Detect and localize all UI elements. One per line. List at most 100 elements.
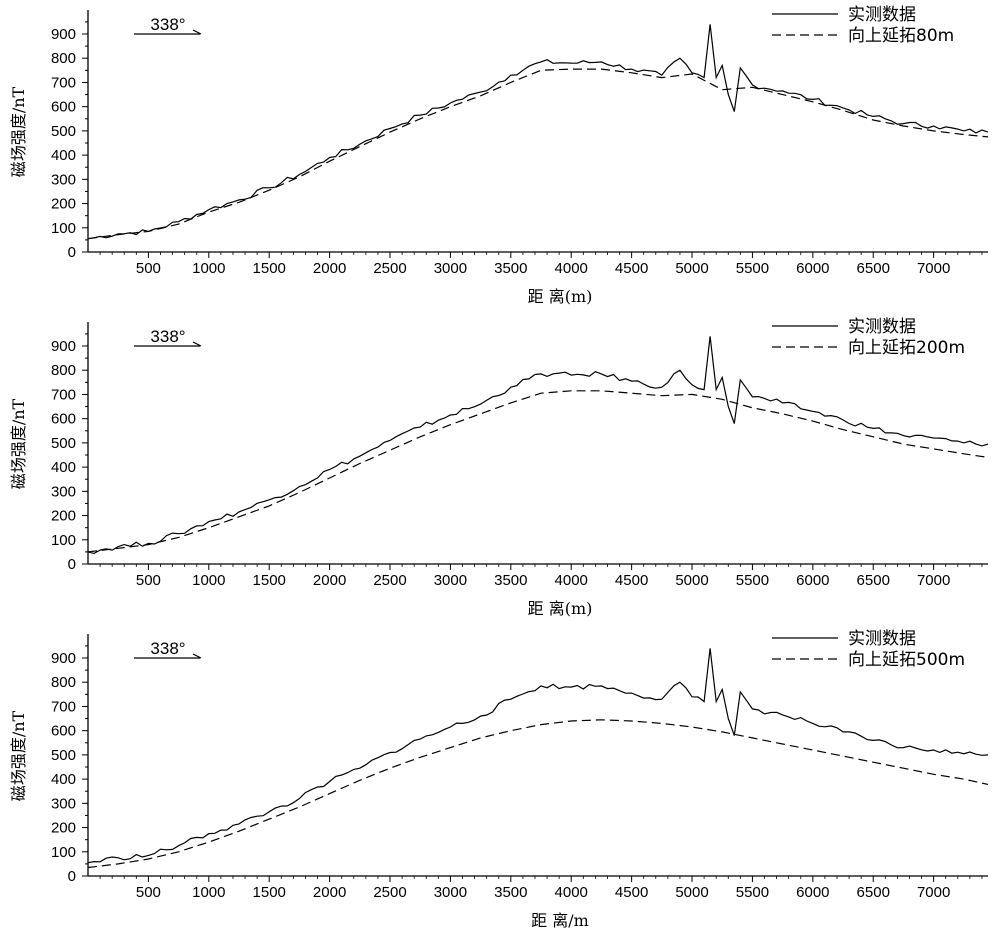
x-tick-label: 4500 — [615, 572, 648, 589]
y-tick-label: 100 — [51, 844, 76, 861]
x-tick-label: 5500 — [736, 572, 769, 589]
x-axis-title: 距 离(m) — [528, 287, 593, 306]
direction-label: 338° — [150, 15, 185, 34]
y-tick-label: 200 — [51, 820, 76, 837]
x-tick-label: 6000 — [796, 572, 829, 589]
x-tick-label: 1000 — [192, 884, 225, 901]
x-tick-label: 500 — [136, 572, 161, 589]
x-tick-label: 3000 — [434, 260, 467, 277]
y-tick-label: 400 — [51, 771, 76, 788]
y-tick-label: 600 — [51, 723, 76, 740]
x-tick-label: 2500 — [373, 260, 406, 277]
y-tick-label: 200 — [51, 196, 76, 213]
chart-upward-continuation-500m: 0 100 200 300 400 500 600 700 800 900 500 1000 1500 2… — [9, 629, 989, 930]
x-tick-label: 3000 — [434, 884, 467, 901]
y-tick-label: 300 — [51, 795, 76, 812]
y-tick-label: 800 — [51, 50, 76, 67]
x-tick-label: 4500 — [615, 260, 648, 277]
x-axis-title: 距 离(m) — [528, 599, 593, 618]
y-tick-label: 300 — [51, 171, 76, 188]
x-tick-label: 3500 — [494, 260, 527, 277]
x-tick-label: 3500 — [494, 572, 527, 589]
y-tick-label: 600 — [51, 411, 76, 428]
direction-arrow-head — [192, 341, 202, 347]
y-tick-label: 800 — [51, 362, 76, 379]
y-tick-label: 900 — [51, 650, 76, 667]
x-tick-label: 2000 — [313, 572, 346, 589]
direction-label: 338° — [150, 327, 185, 346]
y-axis-title: 磁场强度/nT — [9, 398, 28, 489]
x-tick-label: 6500 — [857, 884, 890, 901]
y-tick-label: 700 — [51, 698, 76, 715]
x-tick-label: 4500 — [615, 884, 648, 901]
x-tick-label: 4000 — [555, 884, 588, 901]
y-tick-label: 100 — [51, 220, 76, 237]
series-line-continued — [87, 68, 989, 240]
y-tick-label: 0 — [68, 244, 76, 261]
y-tick-label: 0 — [68, 556, 76, 573]
x-tick-label: 6500 — [857, 572, 890, 589]
chart-panel-2: 0 100 200 300 400 500 600 700 800 900 500 1000 1500 2… — [0, 312, 997, 624]
y-tick-label: 600 — [51, 99, 76, 116]
x-tick-label: 3500 — [494, 884, 527, 901]
legend-label: 向上延拓80m — [848, 26, 954, 46]
y-tick-label: 500 — [51, 747, 76, 764]
y-tick-label: 500 — [51, 435, 76, 452]
x-tick-label: 3000 — [434, 572, 467, 589]
x-tick-label: 1500 — [253, 572, 286, 589]
x-tick-label: 7000 — [917, 260, 950, 277]
legend-label: 向上延拓500m — [848, 650, 965, 670]
x-tick-label: 5000 — [675, 572, 708, 589]
x-tick-label: 1000 — [192, 572, 225, 589]
y-tick-label: 700 — [51, 386, 76, 403]
y-axis-title: 磁场强度/nT — [9, 710, 28, 801]
x-tick-label: 7000 — [917, 884, 950, 901]
chart-upward-continuation-80m: 0 100 200 300 400 500 600 700 800 900 500 1000 1500 2… — [9, 5, 989, 306]
legend-label: 实测数据 — [848, 317, 916, 337]
x-tick-label: 2500 — [373, 572, 406, 589]
x-tick-label: 1000 — [192, 260, 225, 277]
y-tick-label: 0 — [68, 868, 76, 885]
x-tick-label: 1500 — [253, 260, 286, 277]
x-tick-label: 2000 — [313, 260, 346, 277]
x-tick-label: 4000 — [555, 260, 588, 277]
y-tick-label: 400 — [51, 459, 76, 476]
x-tick-label: 2500 — [373, 884, 406, 901]
x-tick-label: 2000 — [313, 884, 346, 901]
chart-upward-continuation-200m: 0 100 200 300 400 500 600 700 800 900 500 1000 1500 2… — [9, 317, 989, 618]
x-tick-label: 7000 — [917, 572, 950, 589]
chart-panel-1: 0 100 200 300 400 500 600 700 800 900 500 1000 1500 2… — [0, 0, 997, 312]
y-tick-label: 700 — [51, 74, 76, 91]
direction-arrow-head — [192, 653, 202, 659]
x-tick-label: 4000 — [555, 572, 588, 589]
y-tick-label: 900 — [51, 338, 76, 355]
x-tick-label: 6500 — [857, 260, 890, 277]
series-line-continued — [87, 390, 989, 553]
legend-label: 实测数据 — [848, 629, 916, 649]
series-line-measured — [87, 24, 989, 240]
series-line-measured — [87, 336, 989, 555]
x-tick-label: 5000 — [675, 260, 708, 277]
series-line-measured — [87, 648, 989, 864]
y-tick-label: 900 — [51, 26, 76, 43]
y-tick-label: 100 — [51, 532, 76, 549]
x-tick-label: 6000 — [796, 260, 829, 277]
y-tick-label: 800 — [51, 674, 76, 691]
y-tick-label: 400 — [51, 147, 76, 164]
y-tick-label: 300 — [51, 483, 76, 500]
y-tick-label: 200 — [51, 508, 76, 525]
x-tick-label: 1500 — [253, 884, 286, 901]
legend-label: 实测数据 — [848, 5, 916, 25]
y-tick-label: 500 — [51, 123, 76, 140]
legend-label: 向上延拓200m — [848, 338, 965, 358]
x-tick-label: 5500 — [736, 884, 769, 901]
chart-panel-3: 0 100 200 300 400 500 600 700 800 900 500 1000 1500 2… — [0, 624, 997, 936]
x-tick-label: 500 — [136, 260, 161, 277]
y-axis-title: 磁场强度/nT — [9, 86, 28, 177]
x-axis-title: 距 离/m — [531, 911, 589, 930]
x-tick-label: 5000 — [675, 884, 708, 901]
direction-arrow-head — [192, 29, 202, 35]
x-tick-label: 5500 — [736, 260, 769, 277]
x-tick-label: 500 — [136, 884, 161, 901]
series-line-continued — [87, 719, 989, 869]
